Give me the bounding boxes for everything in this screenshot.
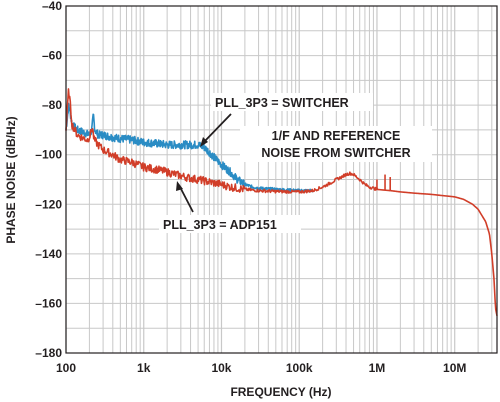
x-tick-label: 1k	[137, 361, 151, 375]
x-tick-label: 100	[56, 361, 76, 375]
adp151-label: PLL_3P3 = ADP151	[163, 218, 277, 232]
y-axis-title: PHASE NOISE (dB/Hz)	[4, 116, 18, 243]
y-tick-label: –120	[35, 197, 62, 211]
x-tick-label: 1M	[369, 361, 386, 375]
switcher-arrowhead	[200, 137, 208, 147]
x-tick-label: 10M	[443, 361, 466, 375]
switcher-label: PLL_3P3 = SWITCHER	[215, 96, 349, 110]
plot-frame	[65, 5, 498, 354]
y-tick-label: –140	[35, 247, 62, 261]
adp151-arrow	[179, 186, 194, 213]
x-axis-title: FREQUENCY (Hz)	[230, 385, 331, 399]
series-line-switcher	[65, 102, 314, 193]
series-line-adp151	[65, 88, 498, 316]
adp151-arrowhead	[176, 181, 183, 191]
y-tick-label: –60	[42, 49, 62, 63]
noise-label-line1: 1/F AND REFERENCE	[272, 129, 401, 143]
y-tick-label: –80	[42, 98, 62, 112]
annotation-layer: PLL_3P3 = SWITCHER 1/F AND REFERENCE NOI…	[159, 93, 432, 233]
x-axis-ticks: 100 1k 10k 100k 1M 10M	[56, 361, 466, 375]
noise-label-bg	[240, 126, 432, 162]
y-tick-label: –40	[42, 0, 62, 13]
y-tick-label: –180	[35, 346, 62, 360]
switcher-label-bg	[211, 93, 373, 111]
adp151-label-bg	[159, 215, 301, 233]
x-tick-label: 10k	[211, 361, 231, 375]
series-lines	[65, 88, 498, 316]
y-axis-ticks: –40 –60 –80 –100 –120 –140 –160 –180	[35, 0, 62, 360]
y-tick-label: –160	[35, 296, 62, 310]
noise-label-line2: NOISE FROM SWITCHER	[261, 146, 410, 160]
y-tick-label: –100	[35, 148, 62, 162]
x-tick-label: 100k	[286, 361, 313, 375]
switcher-arrow	[202, 113, 232, 144]
